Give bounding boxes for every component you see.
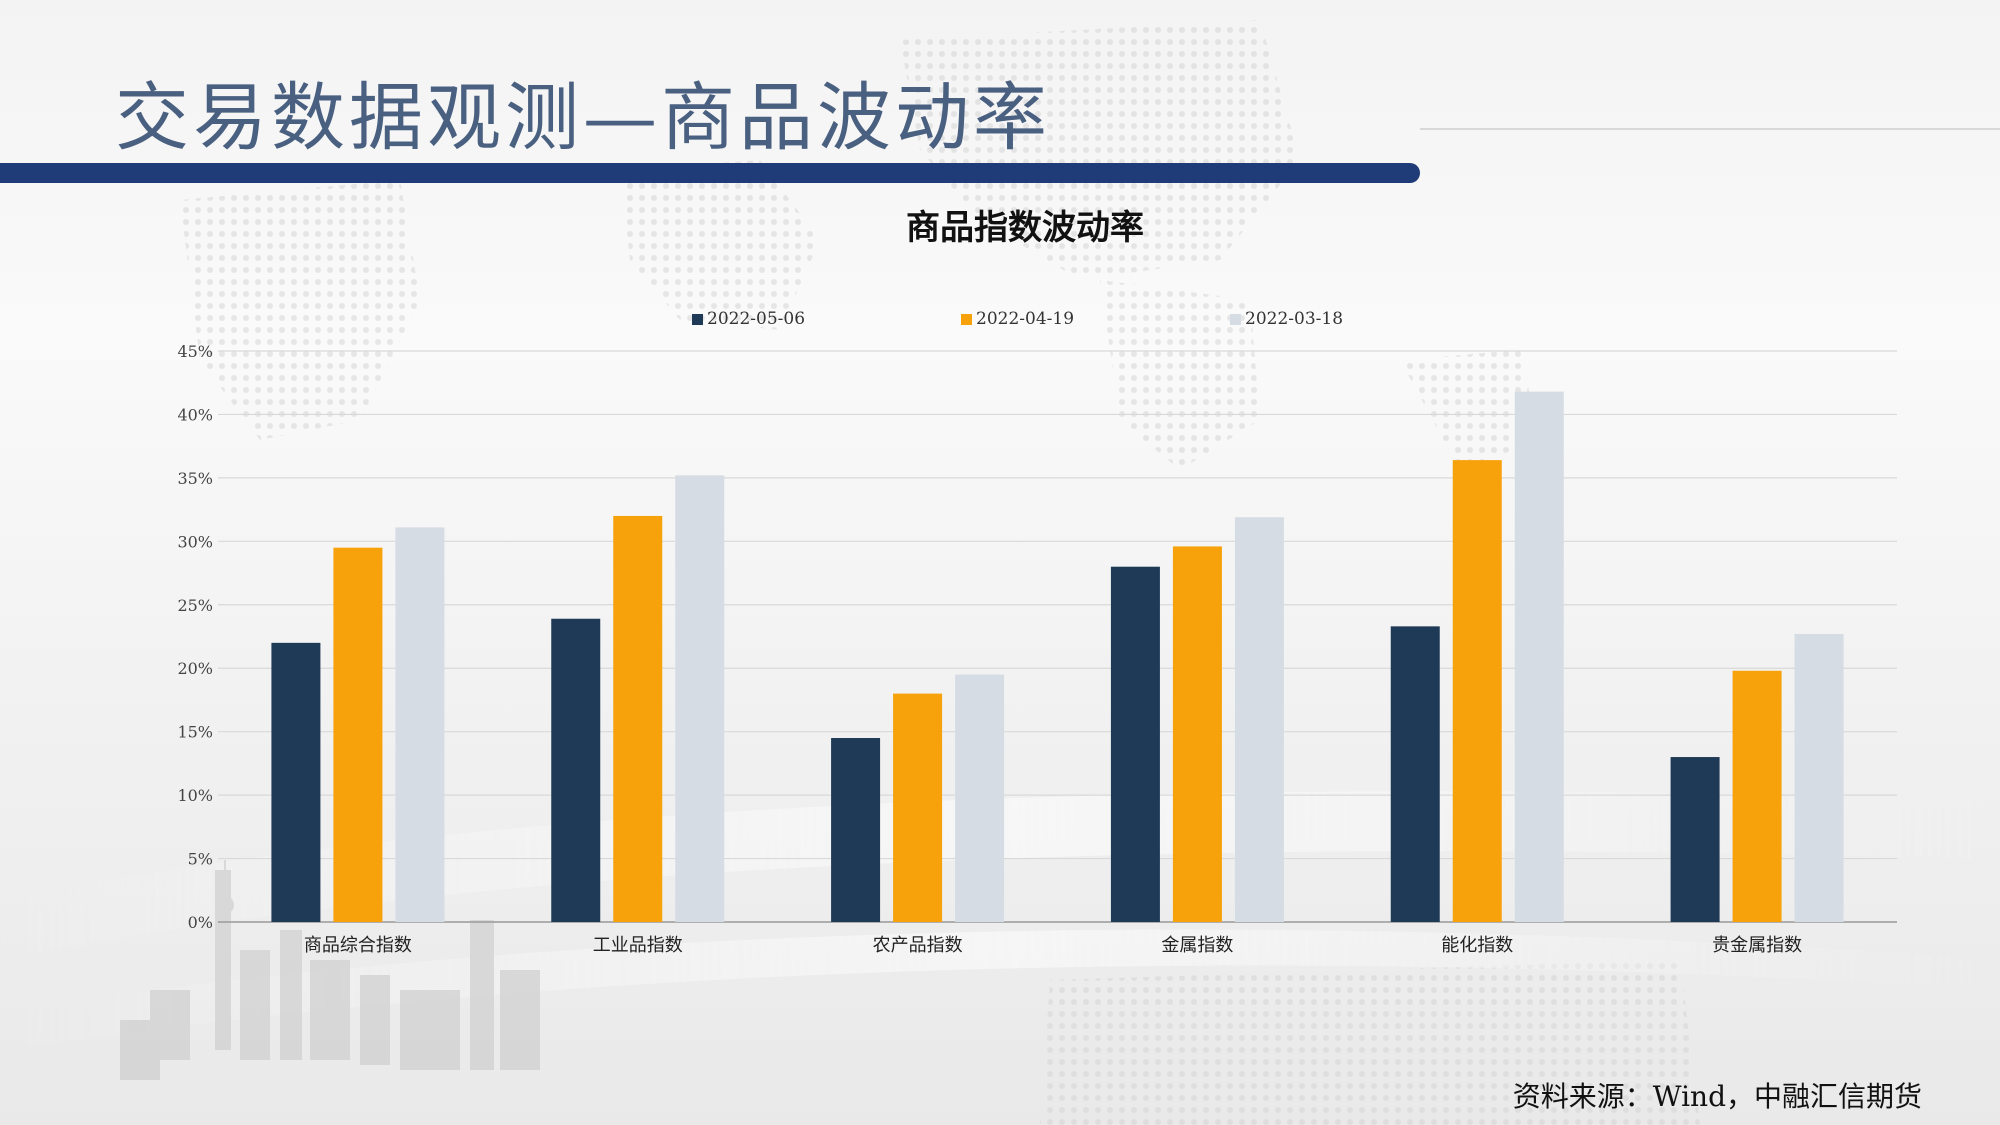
bar bbox=[831, 738, 881, 922]
x-tick-label: 金属指数 bbox=[1161, 935, 1233, 956]
y-tick-label: 30% bbox=[177, 532, 213, 551]
legend-swatch-series-2 bbox=[961, 313, 972, 325]
bar bbox=[1732, 670, 1782, 922]
slide-title: 交易数据观测—商品波动率 bbox=[115, 75, 1051, 161]
y-tick-label: 5% bbox=[188, 850, 213, 869]
bar bbox=[1172, 546, 1222, 922]
y-tick-label: 25% bbox=[177, 596, 213, 615]
y-tick-label: 20% bbox=[177, 659, 213, 678]
y-tick-label: 40% bbox=[177, 405, 213, 424]
legend-swatch-series-3 bbox=[1230, 313, 1241, 325]
bar bbox=[333, 547, 383, 922]
title-divider-thin bbox=[1420, 128, 2000, 130]
x-tick-label: 工业品指数 bbox=[593, 935, 683, 956]
y-tick-label: 10% bbox=[177, 786, 213, 805]
legend-item-series-2: 2022-04-19 bbox=[961, 309, 1074, 329]
legend-item-series-3: 2022-03-18 bbox=[1230, 309, 1343, 329]
bar bbox=[1110, 566, 1160, 922]
bar bbox=[1452, 460, 1502, 922]
bar bbox=[675, 475, 725, 922]
bar bbox=[551, 618, 601, 922]
bar bbox=[893, 693, 943, 922]
city-skyline-silhouette bbox=[120, 860, 540, 1080]
legend-label-series-1: 2022-05-06 bbox=[707, 309, 806, 329]
legend-label-series-3: 2022-03-18 bbox=[1245, 309, 1344, 329]
chart-legend: 2022-05-06 2022-04-19 2022-03-18 bbox=[0, 309, 2000, 333]
bar bbox=[955, 674, 1005, 922]
x-tick-label: 商品综合指数 bbox=[304, 935, 412, 956]
legend-label-series-2: 2022-04-19 bbox=[976, 309, 1075, 329]
chart-title: 商品指数波动率 bbox=[906, 208, 1144, 248]
bar bbox=[1794, 633, 1844, 922]
bar bbox=[1390, 626, 1440, 922]
bar bbox=[1670, 757, 1720, 922]
bar bbox=[271, 642, 321, 922]
x-tick-label: 能化指数 bbox=[1441, 935, 1513, 956]
x-tick-label: 农产品指数 bbox=[873, 935, 963, 956]
title-underline-bar bbox=[0, 163, 1420, 183]
x-tick-label: 贵金属指数 bbox=[1712, 935, 1802, 956]
y-tick-label: 15% bbox=[177, 723, 213, 742]
bar bbox=[1514, 391, 1564, 922]
y-tick-label: 35% bbox=[177, 469, 213, 488]
y-tick-label: 0% bbox=[188, 913, 213, 932]
bar bbox=[613, 515, 663, 922]
legend-swatch-series-1 bbox=[692, 313, 703, 325]
legend-item-series-1: 2022-05-06 bbox=[692, 309, 805, 329]
bar bbox=[1234, 517, 1284, 922]
y-tick-label: 45% bbox=[177, 342, 213, 361]
data-source-note: 资料来源：Wind，中融汇信期货 bbox=[1512, 1080, 1922, 1113]
bar bbox=[395, 527, 445, 922]
